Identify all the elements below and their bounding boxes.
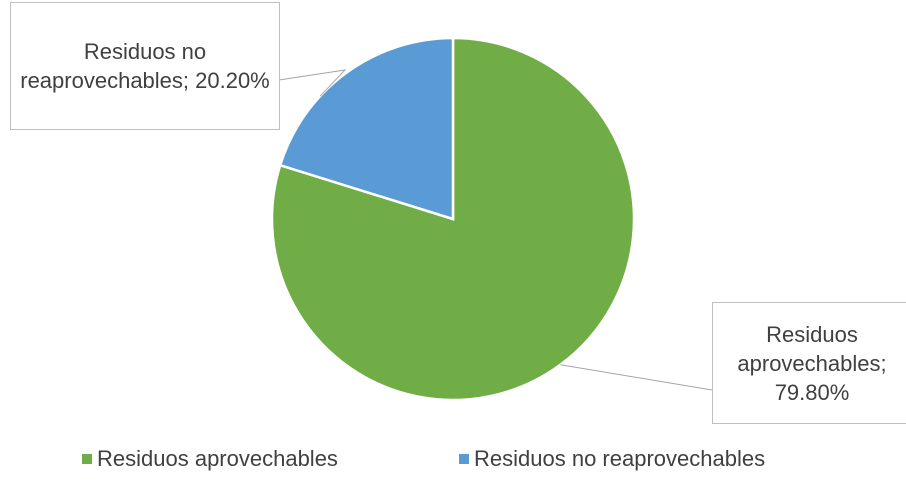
- pie-slice: [270, 36, 636, 402]
- leader-line: [560, 364, 713, 391]
- legend-entry: Residuos no reaprovechables: [459, 446, 765, 472]
- legend-label: Residuos aprovechables: [97, 446, 338, 471]
- pie-slice: [278, 36, 455, 221]
- legend-entry: Residuos aprovechables: [82, 446, 338, 472]
- data-label: Residuos aprovechables; 79.80%: [712, 302, 906, 424]
- data-label: Residuos no reaprovechables; 20.20%: [10, 2, 280, 130]
- legend-swatch: [82, 454, 92, 464]
- leader-line: [278, 69, 347, 97]
- legend-swatch: [459, 454, 469, 464]
- legend-label: Residuos no reaprovechables: [474, 446, 766, 471]
